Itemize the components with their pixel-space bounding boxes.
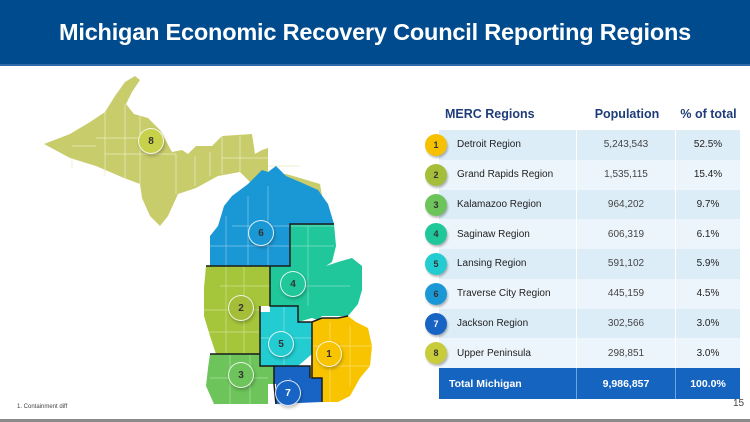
region-population: 1,535,115	[577, 159, 676, 190]
region-borders	[206, 223, 349, 405]
region-badge: 8	[425, 342, 447, 365]
region-population: 302,566	[577, 308, 676, 339]
region-badge: 2	[425, 163, 447, 186]
total-row: Total Michigan 9,986,857 100.0%	[439, 368, 740, 399]
map-label-7: 7	[275, 380, 301, 406]
region-badge: 1	[425, 134, 447, 156]
region-population: 5,243,543	[577, 130, 676, 160]
map-graphic	[44, 76, 372, 405]
region-pct: 9.7%	[696, 198, 720, 210]
region-4-saginaw	[270, 224, 362, 322]
region-pct: 15.4%	[693, 169, 723, 181]
header-population: Population	[594, 107, 660, 121]
table-row: 6 Traverse City Region 445,159 4.5%	[425, 278, 740, 309]
map-label-4: 4	[280, 271, 306, 297]
header-merc-regions: MERC Regions	[445, 107, 535, 121]
merc-regions-table: MERC Regions Population % of total 1 Det…	[425, 100, 750, 399]
table-row: 4 Saginaw Region 606,319 6.1%	[425, 219, 740, 249]
total-pct: 100.0%	[690, 377, 726, 390]
table-header: MERC Regions Population % of total	[425, 100, 750, 128]
michigan-region-map: 8 6 4 2 5 1 3 7	[0, 66, 420, 406]
page-number: 15	[733, 398, 745, 409]
region-badge: 5	[425, 253, 447, 275]
region-pct: 4.5%	[696, 288, 720, 300]
region-population: 591,102	[577, 249, 676, 279]
region-badge: 6	[425, 282, 447, 305]
region-badge: 3	[425, 193, 447, 216]
region-population: 445,159	[577, 278, 676, 309]
region-population: 298,851	[577, 338, 676, 368]
header-pct-total: % of total	[680, 107, 737, 121]
table-row: 3 Kalamazoo Region 964,202 9.7%	[425, 189, 740, 220]
region-name: Lansing Region	[439, 249, 577, 279]
map-label-1: 1	[316, 341, 342, 367]
map-label-3: 3	[228, 362, 254, 388]
slide-header: Michigan Economic Recovery Council Repor…	[0, 0, 750, 66]
footnote: 1. Containment diff	[17, 404, 68, 410]
region-name: Traverse City Region	[439, 278, 577, 309]
region-name: Kalamazoo Region	[439, 189, 577, 220]
map-label-8: 8	[138, 128, 164, 154]
region-pct: 3.0%	[696, 347, 720, 359]
region-pct: 5.9%	[696, 258, 720, 270]
total-label: Total Michigan	[439, 368, 577, 399]
region-pct: 52.5%	[693, 139, 723, 151]
region-name: Saginaw Region	[439, 219, 577, 249]
total-population: 9,986,857	[577, 368, 676, 399]
region-badge: 4	[425, 223, 447, 246]
table-row: 8 Upper Peninsula 298,851 3.0%	[425, 338, 740, 368]
table-row: 5 Lansing Region 591,102 5.9%	[425, 249, 740, 279]
table-row: 7 Jackson Region 302,566 3.0%	[425, 308, 740, 339]
map-label-5: 5	[268, 331, 294, 357]
region-badge: 7	[425, 312, 447, 335]
region-name: Detroit Region	[439, 130, 577, 160]
bottom-divider	[0, 419, 750, 422]
table-row: 1 Detroit Region 5,243,543 52.5%	[425, 130, 740, 160]
region-population: 964,202	[577, 189, 676, 220]
region-name: Upper Peninsula	[439, 338, 577, 368]
region-6-traverse-city	[210, 166, 334, 268]
region-name: Jackson Region	[439, 308, 577, 339]
region-pct: 6.1%	[696, 228, 720, 240]
map-label-2: 2	[228, 295, 254, 321]
slide-title: Michigan Economic Recovery Council Repor…	[58, 18, 692, 45]
map-label-6: 6	[248, 220, 274, 246]
region-population: 606,319	[577, 219, 676, 249]
region-8-upper-peninsula	[44, 76, 322, 226]
table-row: 2 Grand Rapids Region 1,535,115 15.4%	[425, 159, 740, 190]
table-body: 1 Detroit Region 5,243,543 52.5% 2 Grand…	[425, 130, 740, 399]
county-lines-up	[71, 104, 300, 194]
region-pct: 3.0%	[696, 317, 720, 329]
region-name: Grand Rapids Region	[439, 159, 577, 190]
